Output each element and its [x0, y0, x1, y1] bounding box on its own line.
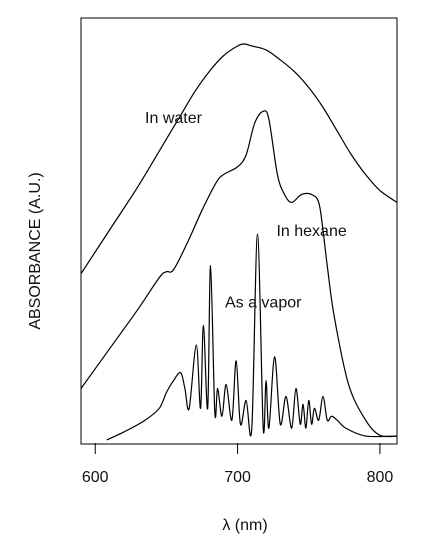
series-line-in-hexane — [81, 110, 397, 438]
curve-label-in-hexane: In hexane — [276, 223, 346, 240]
plot-frame — [80, 17, 398, 445]
series-line-as-a-vapor — [106, 233, 397, 441]
x-tick-label: 800 — [367, 469, 394, 486]
y-axis-title: ABSORBANCE (A.U.) — [27, 172, 44, 329]
curves-group — [81, 43, 397, 441]
series-line-in-water — [81, 43, 397, 275]
x-axis-title: λ (nm) — [222, 517, 267, 534]
x-tick-label: 700 — [224, 469, 251, 486]
curve-label-in-water: In water — [145, 110, 203, 127]
x-tick-label: 600 — [82, 469, 109, 486]
x-axis: 600 700 800 — [82, 443, 393, 486]
curve-labels: In water In hexane As a vapor — [145, 110, 347, 311]
curve-label-as-a-vapor: As a vapor — [225, 294, 302, 311]
